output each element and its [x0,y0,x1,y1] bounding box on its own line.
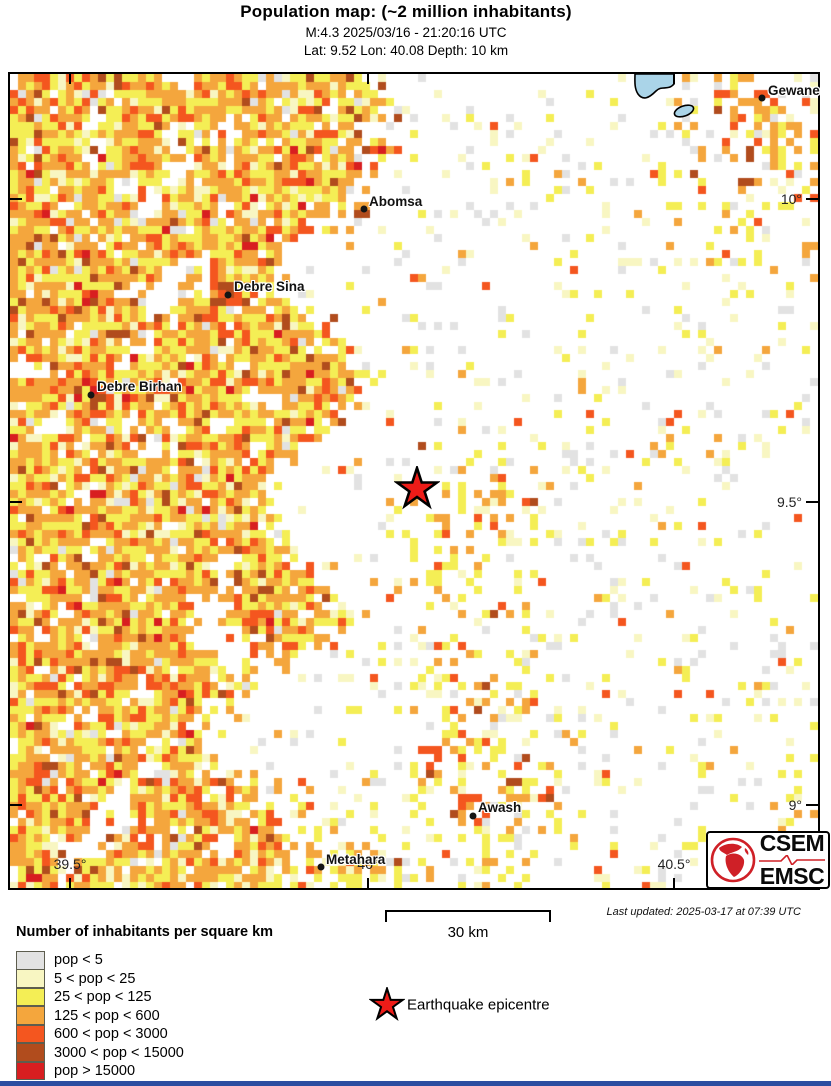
lat-tick-left [10,198,22,200]
legend-entry-label: pop > 15000 [54,1063,136,1079]
legend-rows: pop < 5 5 < pop < 25 25 < pop < 125 125 < p… [16,951,184,1081]
city-dot [469,812,477,820]
lakes-group [634,74,695,118]
legend-row: 600 < pop < 3000 [16,1024,184,1044]
legend-entry-label: pop < 5 [54,952,103,968]
page-title: Population map: (~2 million inhabitants) [240,2,572,21]
legend-swatch [16,969,45,988]
legend-row: pop > 15000 [16,1061,184,1081]
scale-bar [385,910,551,922]
city-label: Debre Sina [234,279,305,294]
logo-emsc-label: EMSC [759,863,825,889]
epicentre-legend-star-icon [369,987,405,1021]
city-label: Abomsa [369,194,423,209]
legend-swatch [16,1024,45,1043]
lat-tick-right [806,804,818,806]
city-dot [360,205,368,213]
lon-label: 39.5° [53,856,87,872]
city-label: Awash [478,800,522,815]
last-updated-text: Last updated: 2025-03-17 at 07:39 UTC [606,906,801,918]
legend-row: 3000 < pop < 15000 [16,1043,184,1063]
lat-tick-left [10,804,22,806]
lon-tick-bottom [673,878,675,888]
seismogram-icon [759,855,825,865]
lat-tick-right [806,198,818,200]
legend-entry-label: 125 < pop < 600 [54,1007,160,1024]
lon-tick-top [673,74,675,84]
logo-text: CSEM EMSC [759,832,825,888]
star-shape [394,466,440,510]
event-coordinates: Lat: 9.52 Lon: 40.08 Depth: 10 km [303,43,509,58]
legend-row: 25 < pop < 125 [16,987,184,1007]
lon-tick-bottom [367,878,369,888]
csem-emsc-logo: CSEM EMSC [706,831,830,889]
lake [634,74,675,99]
map-overlay [634,74,695,118]
legend-entry-label: 600 < pop < 3000 [54,1026,168,1042]
legend-title: Number of inhabitants per square km [16,924,274,940]
legend-swatch [16,951,45,970]
city-dot [317,863,325,871]
lat-label: 9° [788,797,802,813]
lon-tick-top [367,74,369,84]
epicenter-star-icon [394,466,440,510]
legend-row: pop < 5 [16,951,184,970]
lon-tick-top [69,74,71,84]
city-dot [87,391,95,399]
bottom-blue-bar [0,1081,831,1086]
epicentre-legend-label: Earthquake epicentre [407,996,550,1014]
small-lake [673,104,695,118]
city-label: Gewane [768,83,820,98]
lat-tick-left [10,501,22,503]
event-magnitude-time: M:4.3 2025/03/16 - 21:20:16 UTC [305,25,507,40]
city-dot [224,291,232,299]
legend-swatch [16,1043,45,1062]
city-label: Metahara [326,852,386,867]
legend-entry-label: 3000 < pop < 15000 [54,1044,184,1061]
city-label: Debre Birhan [97,379,182,394]
legend-entry-label: 5 < pop < 25 [54,970,136,987]
lat-label: 10° [780,191,802,207]
legend-swatch [16,1061,45,1080]
city-dot [758,94,766,102]
lon-label: 40.5° [657,856,691,872]
lon-label: 40° [357,856,379,872]
scale-bar-label: 30 km [447,924,489,941]
emsc-globe-icon [710,837,756,883]
map-frame: 10° 9.5° 9° 39.5° 40° 40.5° Gewane Abomsa Debre… [8,72,820,890]
star-shape [369,987,405,1021]
legend-entry-label: 25 < pop < 125 [54,989,152,1005]
legend-swatch [16,1006,45,1025]
lat-tick-right [806,501,818,503]
header: Population map: (~2 million inhabitants)… [0,0,812,58]
legend-swatch [16,987,45,1006]
lat-label: 9.5° [776,494,802,510]
legend-row: 125 < pop < 600 [16,1006,184,1026]
logo-csem-label: CSEM [759,830,825,856]
legend-row: 5 < pop < 25 [16,969,184,989]
lon-tick-bottom [69,878,71,888]
